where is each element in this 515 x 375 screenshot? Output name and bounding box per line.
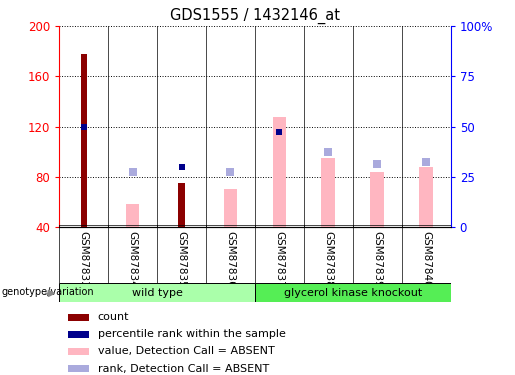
- Bar: [178, 183, 185, 227]
- Bar: [224, 189, 237, 227]
- Bar: [68, 365, 89, 372]
- Text: count: count: [98, 312, 129, 322]
- Title: GDS1555 / 1432146_at: GDS1555 / 1432146_at: [170, 7, 340, 24]
- Text: genotype/variation: genotype/variation: [1, 286, 94, 297]
- Text: GSM87835: GSM87835: [177, 231, 186, 288]
- Text: GSM87839: GSM87839: [372, 231, 382, 288]
- Text: glycerol kinase knockout: glycerol kinase knockout: [284, 288, 422, 297]
- Bar: [272, 117, 286, 227]
- Text: rank, Detection Call = ABSENT: rank, Detection Call = ABSENT: [98, 364, 269, 374]
- Text: value, Detection Call = ABSENT: value, Detection Call = ABSENT: [98, 346, 274, 357]
- Bar: [370, 172, 384, 227]
- Bar: [80, 54, 87, 227]
- Bar: [68, 331, 89, 338]
- Text: percentile rank within the sample: percentile rank within the sample: [98, 329, 286, 339]
- Bar: [419, 166, 433, 227]
- Text: GSM87838: GSM87838: [323, 231, 333, 288]
- Text: GSM87834: GSM87834: [128, 231, 138, 288]
- Bar: [126, 204, 140, 227]
- Text: GSM87833: GSM87833: [79, 231, 89, 288]
- Bar: [59, 283, 255, 302]
- Text: GSM87837: GSM87837: [274, 231, 284, 288]
- Text: wild type: wild type: [132, 288, 182, 297]
- Bar: [68, 314, 89, 321]
- Bar: [255, 283, 451, 302]
- Bar: [321, 158, 335, 227]
- Bar: [68, 348, 89, 355]
- Text: GSM87840: GSM87840: [421, 231, 431, 287]
- Text: GSM87836: GSM87836: [226, 231, 235, 288]
